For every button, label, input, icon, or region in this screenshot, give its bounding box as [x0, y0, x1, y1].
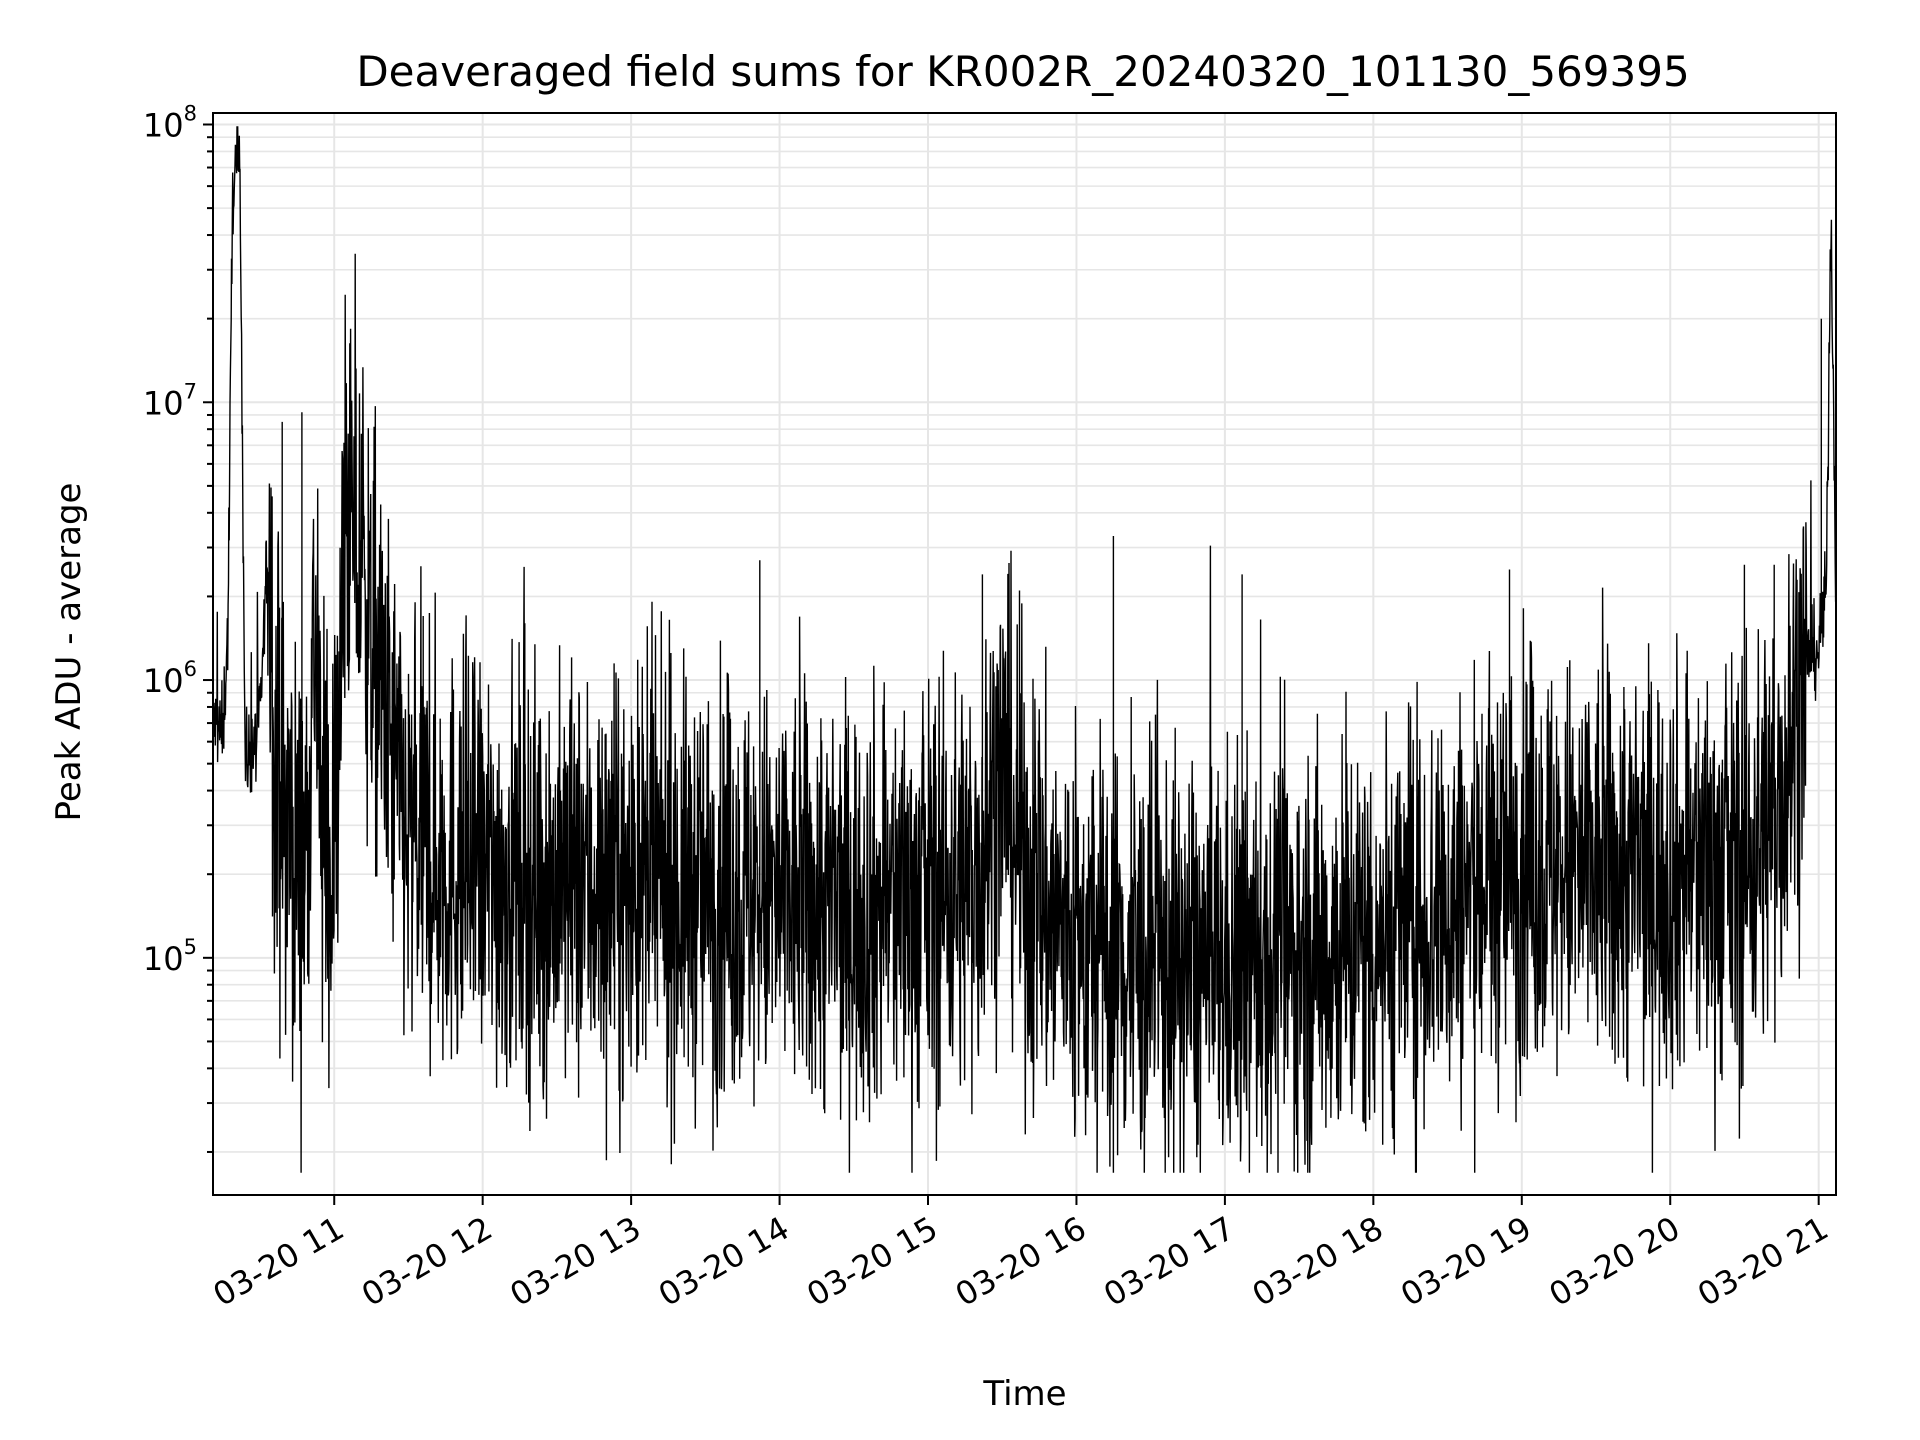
plot-frame: [212, 112, 1837, 1196]
series-line: [212, 126, 1837, 1173]
axes: [212, 112, 1837, 1196]
y-axis-label: Peak ADU - average: [49, 483, 89, 822]
series-group: [212, 126, 1837, 1173]
y-tick-label: 108: [143, 101, 197, 144]
y-tick-label: 105: [143, 935, 197, 978]
y-tick-label: 107: [143, 379, 197, 422]
chart-title: Deaveraged field sums for KR002R_2024032…: [356, 47, 1689, 96]
y-tick-label: 106: [143, 657, 197, 700]
x-axis-label: Time: [982, 1374, 1066, 1414]
